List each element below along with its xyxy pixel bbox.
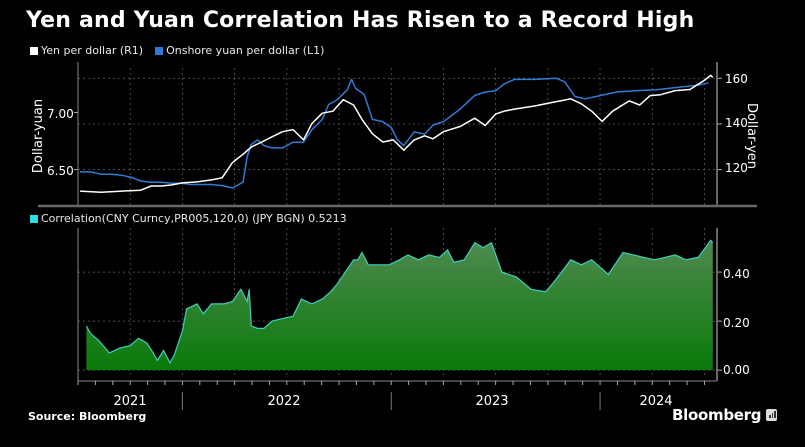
- right-tick-label: 160: [725, 72, 748, 86]
- x-year-label: 2023: [475, 394, 508, 409]
- legend-item-yuan: Onshore yuan per dollar (L1): [155, 44, 324, 57]
- correlation-line: [85, 239, 714, 365]
- bottom-legend: Correlation(CNY Curncy,PR005,120,0) (JPY…: [30, 212, 347, 225]
- legend-swatch-correlation: [30, 214, 38, 223]
- legend-label-yen: Yen per dollar (R1): [41, 44, 144, 57]
- left-axis-label: Dollar-yuan: [31, 99, 46, 173]
- axes: [38, 62, 757, 410]
- top-grid: [77, 68, 717, 205]
- legend-item-yen: Yen per dollar (R1): [30, 44, 143, 57]
- bloomberg-logo: Bloomberg: [672, 406, 778, 424]
- right-tick-label: 140: [725, 116, 748, 130]
- top-series: [80, 74, 714, 193]
- yuan-series-line: [80, 77, 709, 189]
- chart-badge-icon: [766, 409, 778, 421]
- bottom-series: [85, 239, 714, 371]
- left-tick-label: 7.00: [47, 107, 74, 121]
- x-year-label: 2022: [267, 394, 300, 409]
- chart-title: Yen and Yuan Correlation Has Risen to a …: [26, 8, 695, 33]
- corr-tick-label: 0.00: [723, 363, 750, 377]
- left-tick-label: 6.50: [47, 164, 74, 178]
- source-note: Source: Bloomberg: [28, 410, 147, 423]
- corr-tick-label: 0.20: [723, 316, 750, 330]
- legend-swatch-yuan: [155, 46, 164, 55]
- right-tick-label: 120: [725, 161, 748, 175]
- x-year-label: 2024: [639, 394, 672, 409]
- corr-tick-label: 0.40: [723, 267, 750, 281]
- x-year-label: 2021: [113, 394, 146, 409]
- legend-label-yuan: Onshore yuan per dollar (L1): [166, 44, 325, 57]
- right-axis-label: Dollar-yen: [744, 103, 759, 169]
- brand-name: Bloomberg: [672, 406, 762, 424]
- legend-label-correlation: Correlation(CNY Curncy,PR005,120,0) (JPY…: [41, 212, 347, 225]
- top-legend: Yen per dollar (R1) Onshore yuan per dol…: [30, 44, 324, 57]
- correlation-area: [86, 240, 713, 371]
- yen-series-line: [80, 74, 714, 193]
- legend-swatch-yen: [30, 46, 38, 55]
